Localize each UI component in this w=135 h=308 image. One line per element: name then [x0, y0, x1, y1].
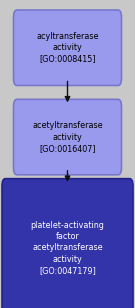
FancyBboxPatch shape [14, 10, 122, 86]
FancyBboxPatch shape [14, 99, 122, 175]
FancyBboxPatch shape [2, 179, 133, 308]
Text: acyltransferase
activity
[GO:0008415]: acyltransferase activity [GO:0008415] [36, 32, 99, 63]
Text: platelet-activating
factor
acetyltransferase
activity
[GO:0047179]: platelet-activating factor acetyltransfe… [31, 221, 104, 275]
Text: acetyltransferase
activity
[GO:0016407]: acetyltransferase activity [GO:0016407] [32, 121, 103, 153]
